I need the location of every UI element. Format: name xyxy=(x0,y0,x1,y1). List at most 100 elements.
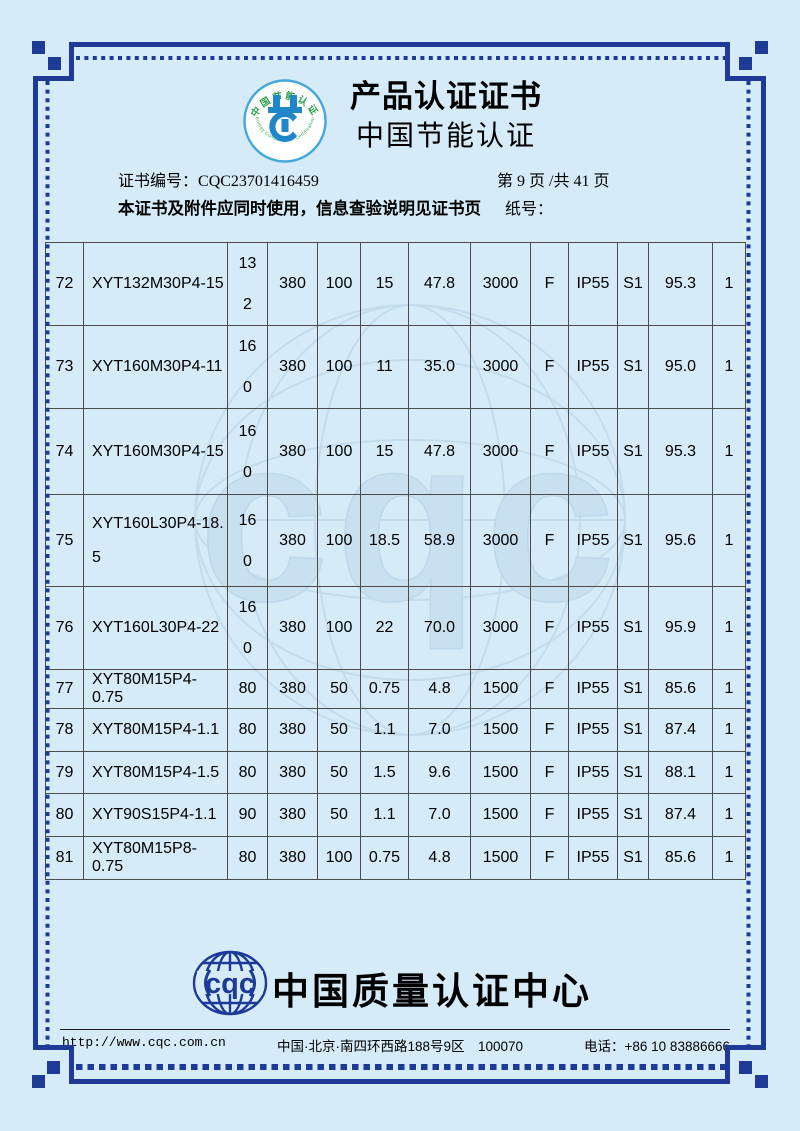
cell-ip: IP55 xyxy=(568,751,618,794)
cell-ins: F xyxy=(530,793,569,837)
cell-no: 76 xyxy=(45,586,84,670)
cell-speed: 1500 xyxy=(470,751,531,794)
cell-freq: 100 xyxy=(317,586,361,670)
cell-power: 1.1 xyxy=(360,793,409,837)
cell-eff: 88.1 xyxy=(648,751,713,794)
cell-current: 4.8 xyxy=(408,836,471,880)
cell-no: 79 xyxy=(45,751,84,794)
paper-number-label: 纸号： xyxy=(505,201,554,218)
cell-duty: S1 xyxy=(617,586,649,670)
cell-qty: 1 xyxy=(712,586,746,670)
cell-power: 15 xyxy=(360,242,409,326)
cell-qty: 1 xyxy=(712,242,746,326)
cell-speed: 3000 xyxy=(470,242,531,326)
cell-duty: S1 xyxy=(617,836,649,880)
cell-qty: 1 xyxy=(712,836,746,880)
cell-speed: 1500 xyxy=(470,669,531,709)
cell-no: 73 xyxy=(45,325,84,409)
cell-frame: 16 0 xyxy=(227,586,268,670)
cell-no: 75 xyxy=(45,494,84,587)
table-row: 78 XYT80M15P4-1.1 80 380 50 1.1 7.0 1500 F IP55 S1… xyxy=(45,708,746,752)
cell-freq: 100 xyxy=(317,325,361,409)
cell-ins: F xyxy=(530,408,569,495)
cell-ip: IP55 xyxy=(568,325,618,409)
product-spec-table: 72 XYT132M30P4-15 13 2 380 100 15 47.8 3000 F IP55… xyxy=(45,242,746,880)
cell-eff: 87.4 xyxy=(648,708,713,752)
cell-speed: 3000 xyxy=(470,325,531,409)
cell-current: 58.9 xyxy=(408,494,471,587)
cell-voltage: 380 xyxy=(267,836,318,880)
cell-duty: S1 xyxy=(617,793,649,837)
cell-duty: S1 xyxy=(617,708,649,752)
cell-duty: S1 xyxy=(617,494,649,587)
cell-eff: 95.0 xyxy=(648,325,713,409)
table-row: 74 XYT160M30P4-15 16 0 380 100 15 47.8 3000 F IP55… xyxy=(45,408,746,495)
cell-ip: IP55 xyxy=(568,793,618,837)
cell-voltage: 380 xyxy=(267,325,318,409)
cell-power: 1.5 xyxy=(360,751,409,794)
cell-freq: 50 xyxy=(317,751,361,794)
cell-power: 0.75 xyxy=(360,836,409,880)
cell-model: XYT160M30P4-15 xyxy=(83,408,228,495)
cell-ins: F xyxy=(530,494,569,587)
cell-current: 7.0 xyxy=(408,708,471,752)
page-title: 产品认证证书 xyxy=(350,79,542,114)
cell-freq: 100 xyxy=(317,408,361,495)
table-row: 72 XYT132M30P4-15 13 2 380 100 15 47.8 3000 F IP55… xyxy=(45,242,746,326)
cell-power: 15 xyxy=(360,408,409,495)
cell-current: 35.0 xyxy=(408,325,471,409)
organization-name: 中国质量认证中心 xyxy=(272,971,592,1012)
cell-qty: 1 xyxy=(712,751,746,794)
cell-eff: 85.6 xyxy=(648,669,713,709)
cell-eff: 95.3 xyxy=(648,408,713,495)
cell-freq: 50 xyxy=(317,708,361,752)
cell-freq: 50 xyxy=(317,669,361,709)
cell-voltage: 380 xyxy=(267,242,318,326)
cell-qty: 1 xyxy=(712,408,746,495)
cell-duty: S1 xyxy=(617,751,649,794)
cell-no: 81 xyxy=(45,836,84,880)
table-row: 73 XYT160M30P4-11 16 0 380 100 11 35.0 3000 F IP55… xyxy=(45,325,746,409)
cell-ip: IP55 xyxy=(568,836,618,880)
cell-speed: 1500 xyxy=(470,708,531,752)
cell-frame: 80 xyxy=(227,669,268,709)
cell-current: 4.8 xyxy=(408,669,471,709)
cell-ins: F xyxy=(530,586,569,670)
cell-model: XYT80M15P8-0.75 xyxy=(83,836,228,880)
cell-voltage: 380 xyxy=(267,586,318,670)
certificate-number-value: CQC23701416459 xyxy=(198,173,319,190)
cell-ip: IP55 xyxy=(568,408,618,495)
cell-speed: 1500 xyxy=(470,836,531,880)
cell-duty: S1 xyxy=(617,669,649,709)
page-counter: 第 9 页 /共 41 页 xyxy=(497,173,610,190)
cell-freq: 100 xyxy=(317,836,361,880)
cell-power: 0.75 xyxy=(360,669,409,709)
cell-speed: 1500 xyxy=(470,793,531,837)
cell-freq: 100 xyxy=(317,494,361,587)
cell-ins: F xyxy=(530,669,569,709)
cell-frame: 13 2 xyxy=(227,242,268,326)
table-row: 79 XYT80M15P4-1.5 80 380 50 1.5 9.6 1500 F IP55 S1… xyxy=(45,751,746,794)
cell-eff: 87.4 xyxy=(648,793,713,837)
cell-ins: F xyxy=(530,242,569,326)
table-row: 81 XYT80M15P8-0.75 80 380 100 0.75 4.8 1500 F IP5… xyxy=(45,836,746,880)
cqc-logo-icon: cqc xyxy=(192,950,268,1016)
cell-voltage: 380 xyxy=(267,669,318,709)
cell-speed: 3000 xyxy=(470,408,531,495)
table-row: 77 XYT80M15P4-0.75 80 380 50 0.75 4.8 1500 F IP55… xyxy=(45,669,746,709)
cell-ip: IP55 xyxy=(568,708,618,752)
table-row: 76 XYT160L30P4-22 16 0 380 100 22 70.0 3000 F IP55… xyxy=(45,586,746,670)
energy-conservation-logo-icon: 中国节能认证 Energy Conservation Certification xyxy=(243,79,327,163)
cell-no: 72 xyxy=(45,242,84,326)
table-row: 80 XYT90S15P4-1.1 90 380 50 1.1 7.0 1500 F IP55 S1… xyxy=(45,793,746,837)
cell-no: 80 xyxy=(45,793,84,837)
cell-voltage: 380 xyxy=(267,494,318,587)
cell-model: XYT80M15P4-1.1 xyxy=(83,708,228,752)
cell-current: 9.6 xyxy=(408,751,471,794)
cell-ip: IP55 xyxy=(568,586,618,670)
cell-qty: 1 xyxy=(712,325,746,409)
cell-current: 70.0 xyxy=(408,586,471,670)
cell-voltage: 380 xyxy=(267,708,318,752)
cell-voltage: 380 xyxy=(267,793,318,837)
cell-ip: IP55 xyxy=(568,669,618,709)
